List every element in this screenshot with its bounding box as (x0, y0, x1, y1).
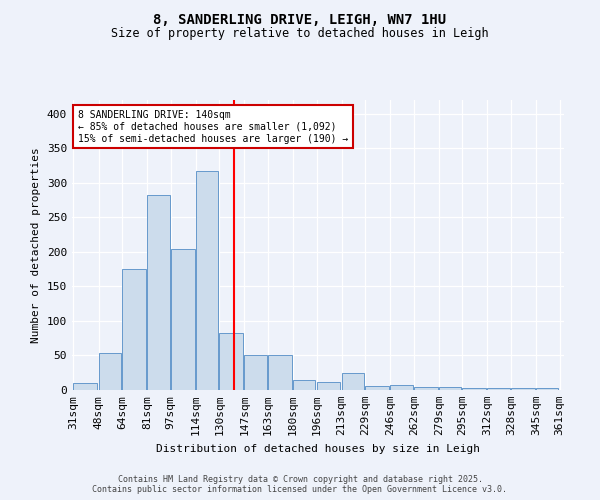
Bar (98, 354, 121, 390)
Text: 8, SANDERLING DRIVE, LEIGH, WN7 1HU: 8, SANDERLING DRIVE, LEIGH, WN7 1HU (154, 12, 446, 26)
Bar (536, 388, 559, 390)
Bar (196, 171, 218, 390)
Bar (244, 355, 267, 390)
Bar (317, 382, 340, 390)
Text: Contains HM Land Registry data © Crown copyright and database right 2025.
Contai: Contains HM Land Registry data © Crown c… (92, 474, 508, 494)
Bar (390, 385, 413, 390)
Bar (365, 386, 389, 390)
X-axis label: Distribution of detached houses by size in Leigh: Distribution of detached houses by size … (156, 444, 480, 454)
Bar (511, 388, 535, 390)
Bar (170, 249, 194, 390)
Bar (463, 388, 486, 390)
Bar (439, 387, 461, 390)
Bar (293, 380, 316, 390)
Bar (220, 332, 243, 390)
Y-axis label: Number of detached properties: Number of detached properties (31, 147, 41, 343)
Bar (73, 383, 97, 390)
Bar (268, 355, 292, 390)
Bar (122, 269, 146, 390)
Text: 8 SANDERLING DRIVE: 140sqm
← 85% of detached houses are smaller (1,092)
15% of s: 8 SANDERLING DRIVE: 140sqm ← 85% of deta… (78, 110, 348, 144)
Bar (487, 388, 510, 390)
Bar (147, 194, 170, 390)
Text: Size of property relative to detached houses in Leigh: Size of property relative to detached ho… (111, 28, 489, 40)
Bar (414, 386, 437, 390)
Bar (341, 372, 364, 390)
